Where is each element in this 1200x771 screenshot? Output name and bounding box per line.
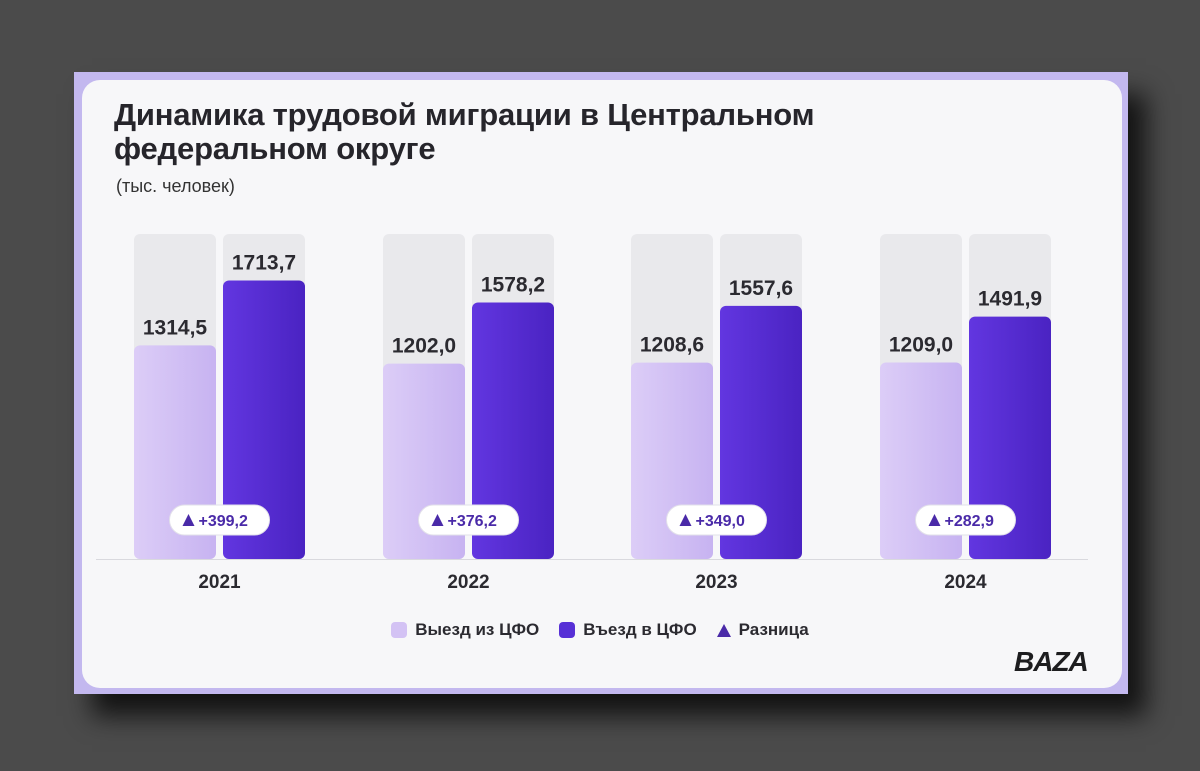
- legend-swatch-out: [391, 622, 408, 638]
- bar-in-2021: [223, 280, 305, 559]
- chart-title: Динамика трудовой миграции в Центральном…: [114, 97, 815, 166]
- triangle-up-icon: [716, 623, 731, 637]
- data-label: 1713,7: [232, 252, 296, 275]
- triangle-up-icon: [182, 514, 195, 526]
- data-label: 1314,5: [143, 316, 208, 339]
- difference-pill: [418, 504, 519, 536]
- difference-label: +399,2: [199, 513, 248, 530]
- bar-in-2022: [472, 302, 554, 559]
- legend-label-in: Въезд в ЦФО: [583, 620, 697, 639]
- legend-item-out: Выезд из ЦФО: [391, 620, 539, 640]
- data-label: 1208,6: [640, 334, 704, 357]
- difference-pill: [666, 504, 767, 536]
- x-tick-label: 2023: [695, 572, 737, 593]
- legend: Выезд из ЦФО Въезд в ЦФО Разница: [0, 620, 1200, 640]
- legend-item-in: Въезд в ЦФО: [559, 620, 697, 640]
- x-tick-label: 2021: [198, 572, 241, 593]
- data-label: 1557,6: [729, 277, 793, 300]
- legend-label-diff: Разница: [738, 620, 809, 639]
- difference-label: +376,2: [448, 513, 497, 530]
- legend-item-diff: Разница: [716, 620, 809, 640]
- legend-swatch-in: [559, 622, 576, 638]
- chart-subtitle: (тыс. человек): [116, 176, 235, 196]
- difference-pill: [169, 504, 270, 536]
- bar-in-2023: [720, 305, 802, 559]
- difference-label: +282,9: [945, 513, 994, 530]
- difference-label: +349,0: [696, 513, 745, 530]
- x-tick-label: 2022: [447, 572, 489, 593]
- bar-in-2024: [969, 316, 1051, 559]
- difference-pill: [915, 504, 1016, 536]
- data-label: 1202,0: [392, 335, 456, 358]
- legend-label-out: Выезд из ЦФО: [415, 620, 540, 639]
- triangle-up-icon: [431, 514, 444, 526]
- triangle-up-icon: [679, 514, 692, 526]
- data-label: 1491,9: [978, 288, 1042, 311]
- data-label: 1209,0: [889, 334, 953, 357]
- x-tick-label: 2024: [944, 572, 987, 593]
- baza-logo: BAZA: [1014, 646, 1089, 677]
- triangle-up-icon: [928, 514, 941, 526]
- data-label: 1578,2: [481, 274, 545, 297]
